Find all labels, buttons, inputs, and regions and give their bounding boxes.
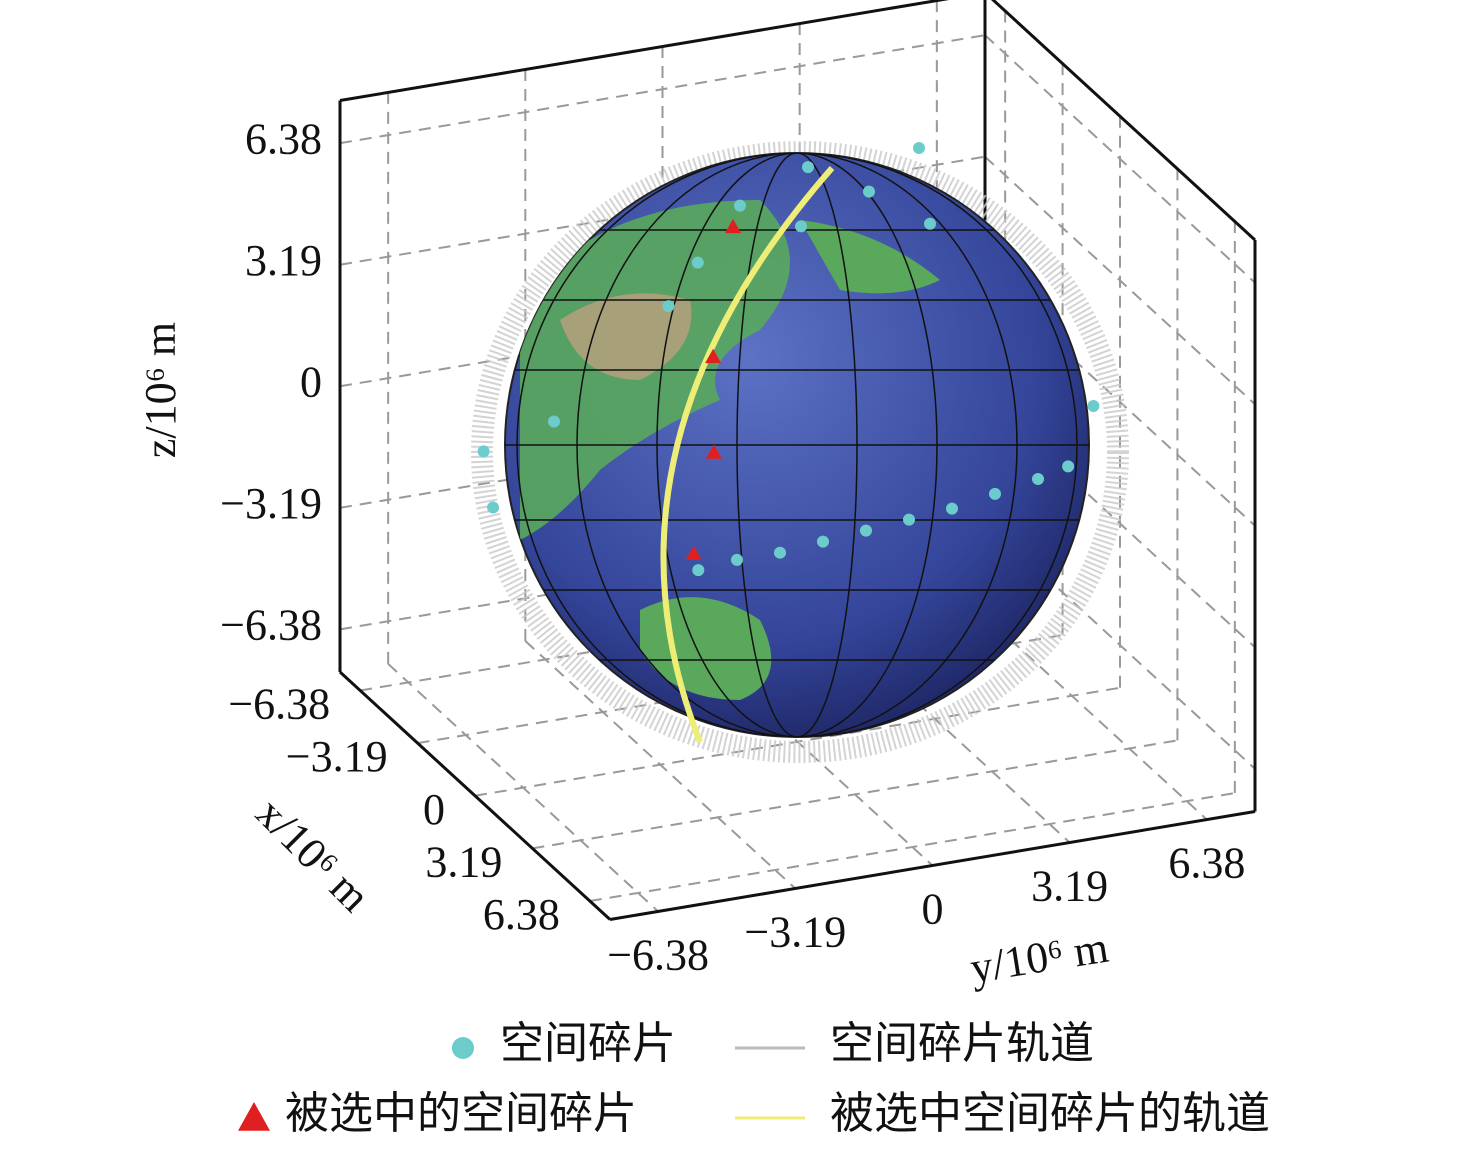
legend-label: 空间碎片 xyxy=(500,1019,676,1068)
grid-line xyxy=(339,34,986,145)
debris-point xyxy=(924,217,936,230)
z-tick-label: −3.19 xyxy=(220,479,322,528)
debris-point xyxy=(477,445,490,458)
z-tick-label: 6.38 xyxy=(245,114,322,163)
grid-line xyxy=(984,155,1256,405)
x-tick-label: −3.19 xyxy=(286,732,388,781)
debris-point xyxy=(692,564,705,577)
y-tick-label: −3.19 xyxy=(744,908,846,957)
land xyxy=(560,293,692,380)
grid-line xyxy=(984,34,1256,284)
legend-label: 被选中空间碎片的轨道 xyxy=(830,1089,1270,1138)
debris-point xyxy=(795,220,807,233)
land xyxy=(640,597,772,700)
debris-point xyxy=(691,256,704,269)
debris-point xyxy=(548,415,560,428)
debris-point xyxy=(817,535,829,548)
axis-edge xyxy=(339,0,950,102)
x-tick-label: 3.19 xyxy=(425,837,502,886)
debris-point xyxy=(1032,473,1044,486)
y-tick-label: 0 xyxy=(922,885,944,934)
debris-point xyxy=(1087,399,1100,412)
selected-debris xyxy=(705,444,722,459)
selected-debris xyxy=(705,348,722,364)
y-tick-label: 3.19 xyxy=(1031,862,1108,911)
marks xyxy=(477,142,1100,577)
debris-point xyxy=(662,300,675,313)
legend-marker xyxy=(452,1037,474,1059)
debris-point xyxy=(989,487,1001,500)
legend-label: 被选中的空间碎片 xyxy=(285,1089,637,1138)
earth xyxy=(504,152,1090,744)
earth-surface xyxy=(505,153,1089,737)
y-axis-label: y/10⁶ m xyxy=(967,923,1112,993)
debris-point xyxy=(913,142,925,155)
axis-edge xyxy=(338,670,612,921)
debris-point xyxy=(903,513,915,526)
x-tick-label: 6.38 xyxy=(483,890,560,939)
selected-debris xyxy=(725,218,741,234)
x-tick-label: 0 xyxy=(423,785,445,834)
z-tick-label: 0 xyxy=(300,357,322,406)
debris-point xyxy=(734,199,746,212)
debris-point xyxy=(1062,460,1075,473)
debris-point xyxy=(802,161,814,174)
legend-marker xyxy=(238,1102,270,1131)
selected-orbit xyxy=(660,166,835,744)
z-axis-label: z/10⁶ m xyxy=(136,322,185,458)
axis-edge xyxy=(609,810,1256,921)
y-tick-label: −6.38 xyxy=(607,931,709,980)
debris-point xyxy=(774,546,786,559)
debris-point xyxy=(487,501,499,514)
land xyxy=(800,220,940,294)
debris-point xyxy=(731,553,743,566)
axis-edge xyxy=(990,0,1257,242)
debris-point xyxy=(863,185,875,198)
graticule xyxy=(505,153,1089,737)
grid-line xyxy=(524,640,797,890)
x-tick-label: −6.38 xyxy=(228,680,330,729)
z-tick-label: 3.19 xyxy=(245,236,322,285)
debris-point xyxy=(860,524,872,537)
debris-point xyxy=(946,502,958,515)
labels: z/10⁶ m x/10⁶ m y/10⁶ m −6.38−3.1903.196… xyxy=(136,114,1245,992)
legend-label: 空间碎片轨道 xyxy=(830,1019,1094,1068)
grid-line xyxy=(589,792,1236,903)
selected-debris xyxy=(685,545,702,560)
y-tick-label: 6.38 xyxy=(1168,839,1245,888)
z-tick-label: −6.38 xyxy=(220,600,322,649)
x-axis-label: x/10⁶ m xyxy=(247,788,380,921)
grid-line xyxy=(387,663,659,913)
